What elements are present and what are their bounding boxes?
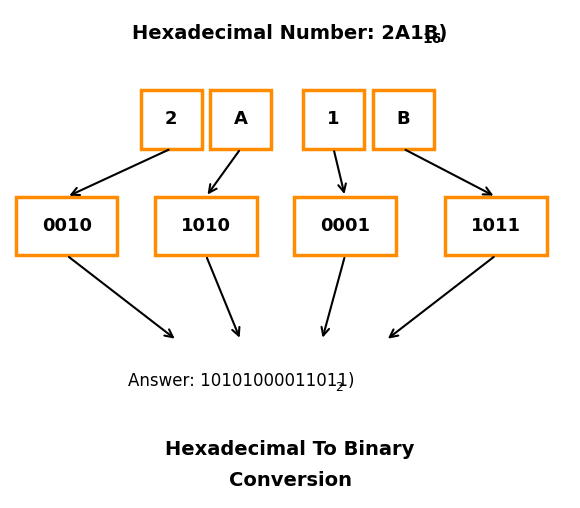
- Text: 2: 2: [335, 380, 343, 394]
- FancyBboxPatch shape: [372, 90, 433, 148]
- FancyBboxPatch shape: [140, 90, 202, 148]
- Text: 0010: 0010: [42, 217, 92, 235]
- Text: Hexadecimal Number: 2A1B): Hexadecimal Number: 2A1B): [132, 23, 448, 43]
- Text: 1: 1: [327, 110, 340, 129]
- Text: 0001: 0001: [320, 217, 370, 235]
- FancyBboxPatch shape: [303, 90, 364, 148]
- Text: A: A: [234, 110, 248, 129]
- Text: B: B: [396, 110, 410, 129]
- Text: 1011: 1011: [471, 217, 521, 235]
- FancyBboxPatch shape: [294, 197, 396, 255]
- Text: Conversion: Conversion: [229, 470, 351, 490]
- Text: 16: 16: [422, 32, 441, 46]
- FancyBboxPatch shape: [210, 90, 271, 148]
- FancyBboxPatch shape: [16, 197, 117, 255]
- FancyBboxPatch shape: [155, 197, 256, 255]
- FancyBboxPatch shape: [445, 197, 546, 255]
- Text: Hexadecimal To Binary: Hexadecimal To Binary: [165, 440, 415, 459]
- Text: 2: 2: [165, 110, 177, 129]
- Text: 1010: 1010: [181, 217, 231, 235]
- Text: Answer: 10101000011011): Answer: 10101000011011): [128, 372, 354, 390]
